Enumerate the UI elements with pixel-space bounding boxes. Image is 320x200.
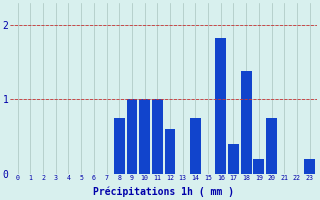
Bar (228, 144, 239, 174)
Bar (304, 159, 315, 174)
Bar (190, 118, 201, 174)
Bar (266, 118, 277, 174)
Bar (139, 99, 150, 174)
Bar (241, 71, 252, 174)
Bar (215, 38, 226, 174)
Bar (164, 129, 175, 174)
Bar (152, 99, 163, 174)
Bar (253, 159, 264, 174)
Bar (114, 118, 124, 174)
Bar (126, 99, 137, 174)
X-axis label: Précipitations 1h ( mm ): Précipitations 1h ( mm ) (93, 187, 234, 197)
